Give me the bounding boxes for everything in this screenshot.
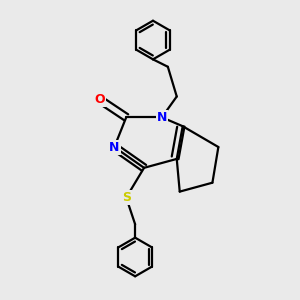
Text: N: N [109, 140, 119, 154]
Text: N: N [157, 111, 167, 124]
Text: O: O [94, 93, 105, 106]
Text: S: S [122, 191, 131, 204]
